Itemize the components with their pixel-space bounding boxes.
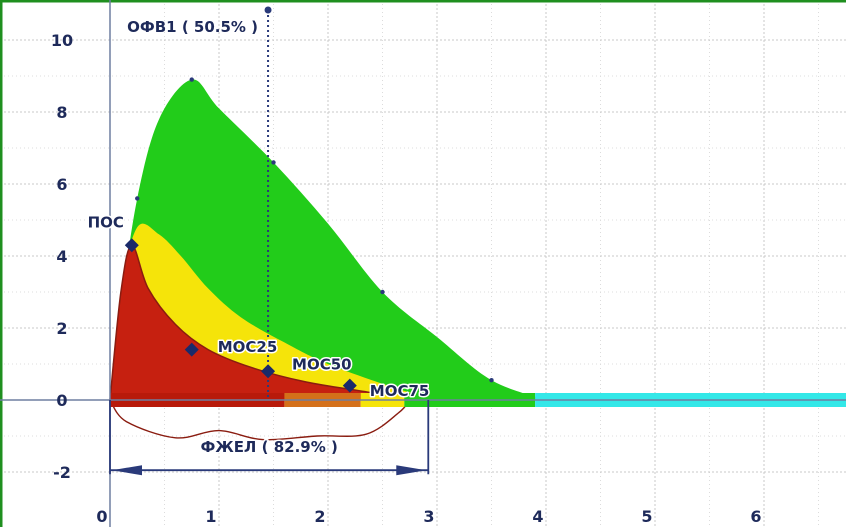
point-marker: [342, 378, 357, 393]
predicted-point: [189, 77, 194, 82]
x-tick-label: 0: [96, 507, 107, 526]
point-label: МОС25: [218, 338, 278, 356]
y-tick-label: 2: [56, 319, 67, 338]
y-tick-label: 8: [56, 103, 67, 122]
y-tick-label: 10: [51, 31, 73, 50]
y-tick-label: 0: [56, 391, 67, 410]
point-label: МОС75: [370, 382, 430, 400]
y-tick-label: -2: [53, 463, 71, 482]
y-tick-label: 4: [56, 247, 67, 266]
point-marker: [261, 364, 276, 379]
y-tick-label: 6: [56, 175, 67, 194]
point-marker: [124, 238, 139, 253]
point-marker: [184, 342, 199, 357]
x-tick-label: 5: [641, 507, 652, 526]
inspiratory-loop: [109, 399, 411, 441]
fev1-marker-dot: [264, 6, 272, 14]
predicted-point: [489, 378, 494, 383]
x-tick-label: 4: [532, 507, 543, 526]
point-label: ПОС: [88, 214, 124, 232]
predicted-point: [271, 160, 276, 165]
point-label: МОС50: [292, 356, 352, 374]
fvc-arrow-left: [112, 465, 142, 476]
fvc-arrow-right: [396, 465, 427, 476]
predicted-point: [380, 289, 385, 295]
measured-flow-line: [109, 244, 405, 401]
fvc-label: ФЖЕЛ ( 82.9% ): [200, 438, 337, 456]
labels: ПОС МОС25 МОС50 МОС75 ОФВ1 ( 50.5% ) ФЖЕЛ ( 8…: [51, 18, 762, 526]
x-tick-label: 6: [750, 507, 761, 526]
measured-flow-area: [110, 245, 405, 400]
markers: [124, 238, 357, 393]
x-tick-label: 2: [314, 507, 325, 526]
x-tick-label: 1: [205, 507, 216, 526]
predicted-point: [135, 196, 140, 201]
x-tick-label: 3: [423, 507, 434, 526]
fev1-label: ОФВ1 ( 50.5% ): [127, 18, 258, 36]
